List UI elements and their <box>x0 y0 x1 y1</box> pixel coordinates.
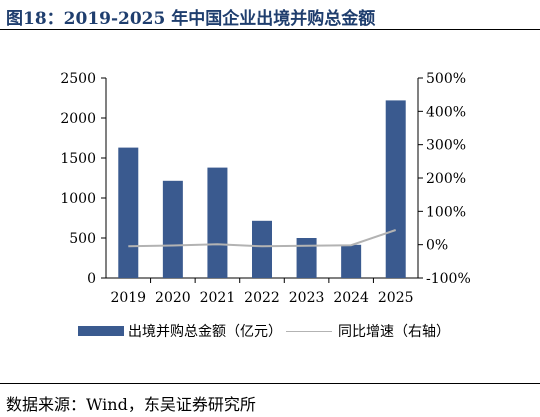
bar-series <box>118 100 406 279</box>
left-tick-label: 2500 <box>60 71 96 87</box>
bar <box>118 147 139 278</box>
left-tick-label: 2000 <box>60 111 96 127</box>
bar <box>385 100 406 279</box>
x-tick-label: 2019 <box>110 290 146 306</box>
right-tick-label: 500% <box>426 71 466 87</box>
legend-bar-swatch <box>78 326 124 336</box>
bottom-rule <box>0 383 540 384</box>
bar-line-chart: 0 500 1000 1500 2000 2500 -100% 0% 100% 200% 300%… <box>60 71 471 306</box>
x-axis-categories: 2019 2020 2021 2022 2023 2024 2025 <box>110 278 414 306</box>
top-rule <box>0 29 540 30</box>
figure-title: 图18：2019-2025 年中国企业出境并购总金额 <box>6 9 376 29</box>
left-axis-ticks: 0 500 1000 1500 2000 2500 <box>60 71 106 287</box>
right-axis-ticks: -100% 0% 100% 200% 300% 400% 500% <box>418 71 471 287</box>
x-tick-label: 2025 <box>378 290 414 306</box>
left-tick-label: 1500 <box>60 151 96 167</box>
growth-line <box>128 229 397 248</box>
bar <box>341 244 362 278</box>
legend-bar-label: 出境并购总金额（亿元） <box>128 324 282 340</box>
left-tick-label: 500 <box>69 231 96 247</box>
x-tick-label: 2022 <box>244 290 280 306</box>
right-tick-label: 0% <box>426 238 448 254</box>
left-tick-label: 0 <box>87 271 96 287</box>
left-tick-label: 1000 <box>60 191 96 207</box>
legend: 出境并购总金额（亿元） 同比增速（右轴） <box>0 320 540 344</box>
legend-line-label: 同比增速（右轴） <box>338 324 450 340</box>
x-tick-label: 2020 <box>155 290 191 306</box>
bar <box>207 167 228 278</box>
right-tick-label: 400% <box>426 104 466 120</box>
legend-line-swatch <box>286 331 332 332</box>
right-tick-label: 100% <box>426 204 466 220</box>
right-tick-label: -100% <box>426 271 471 287</box>
bar <box>162 180 183 278</box>
right-tick-label: 200% <box>426 171 466 187</box>
x-tick-label: 2023 <box>289 290 325 306</box>
x-tick-label: 2024 <box>333 290 369 306</box>
bar <box>252 220 272 278</box>
right-tick-label: 300% <box>426 138 466 154</box>
source-note: 数据来源：Wind，东吴证券研究所 <box>6 395 256 414</box>
bar <box>296 238 317 278</box>
line-series <box>128 229 397 248</box>
x-tick-label: 2021 <box>200 290 236 306</box>
